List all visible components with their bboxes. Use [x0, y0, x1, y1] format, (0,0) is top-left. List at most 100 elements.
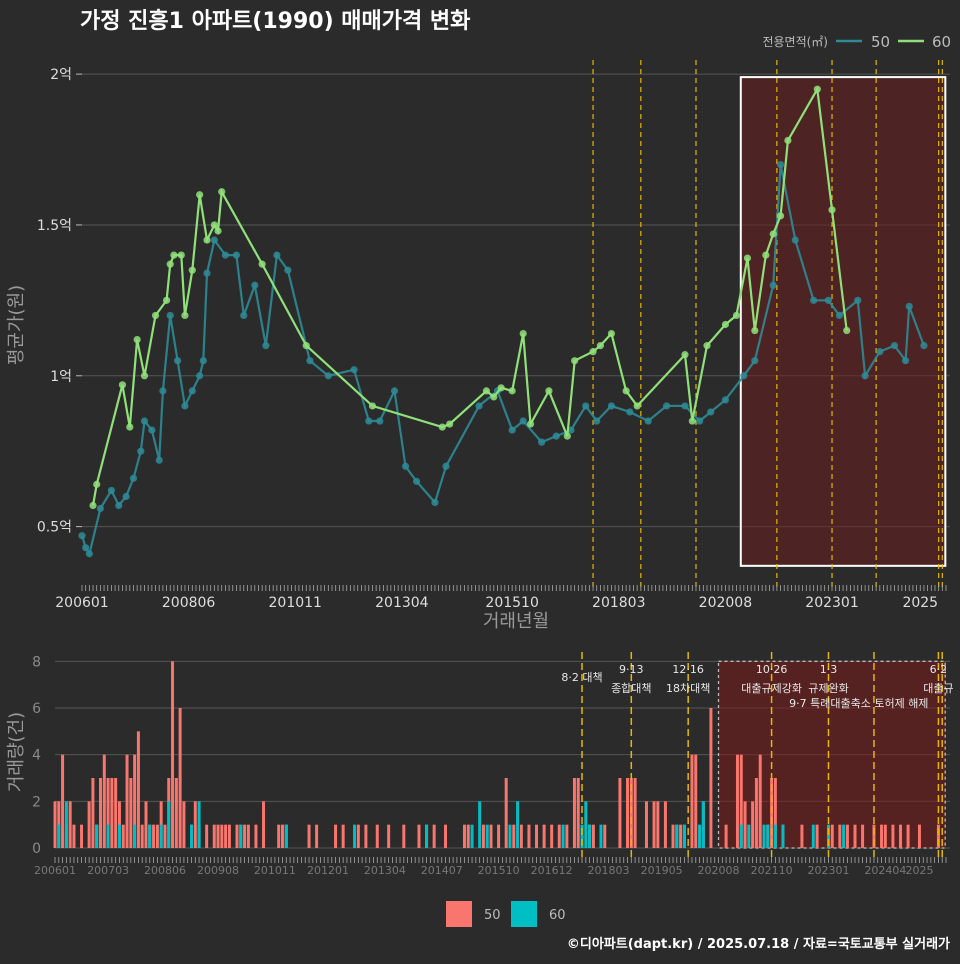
bar-50: [193, 801, 197, 848]
bar-60: [842, 824, 846, 848]
bar-50: [133, 754, 137, 848]
policy-annotation-label: 8·2 대책: [561, 671, 602, 684]
top-x-tick-label: 2025: [902, 595, 938, 611]
bar-60: [57, 824, 61, 848]
data-point-60: [162, 296, 171, 304]
bar-50: [758, 754, 762, 848]
data-point-50: [810, 296, 818, 304]
bar-50: [152, 824, 156, 848]
bar-60: [701, 801, 705, 848]
bar-50: [129, 778, 133, 848]
bar-50: [277, 824, 281, 848]
data-point-60: [490, 393, 498, 401]
data-point-50: [861, 372, 869, 380]
data-point-50: [221, 251, 229, 259]
bar-60: [353, 824, 357, 848]
data-point-50: [721, 396, 730, 404]
data-point-60: [743, 254, 752, 262]
bar-60: [747, 824, 751, 848]
data-point-60: [721, 320, 730, 329]
bar-50: [205, 824, 209, 848]
bar-50: [227, 824, 231, 848]
bottom-x-tick-label: 200806: [144, 864, 186, 877]
bar-50: [773, 778, 777, 848]
data-point-50: [240, 311, 248, 320]
bottom-y-tick-label: 8: [32, 654, 41, 670]
policy-annotation-date: 1·3: [820, 663, 838, 676]
data-point-60: [622, 387, 630, 395]
data-point-50: [166, 311, 174, 320]
bar-60: [148, 824, 152, 848]
data-point-60: [545, 387, 553, 395]
data-point-50: [740, 372, 748, 380]
data-point-60: [438, 423, 446, 431]
bar-50: [125, 754, 129, 848]
data-point-60: [526, 420, 535, 428]
bar-60: [189, 824, 193, 848]
top-series-50: [78, 161, 928, 558]
bar-60: [64, 801, 68, 848]
data-point-60: [703, 342, 711, 350]
legend-label-60: 60: [932, 33, 951, 51]
bar-50: [694, 754, 698, 848]
data-point-60: [118, 381, 127, 389]
bottom-legend-swatch-50: [446, 901, 472, 927]
data-point-60: [769, 230, 777, 238]
data-point-60: [181, 311, 189, 320]
data-point-50: [412, 477, 421, 485]
data-point-50: [769, 281, 777, 289]
data-point-60: [828, 206, 836, 214]
bar-60: [508, 824, 512, 848]
bar-50: [375, 824, 379, 848]
bar-50: [140, 824, 144, 848]
bottom-annotations: 8·2 대책 9·13 종합대책 12·16 18차대책 10·26 대출규제강화 1·3 규제…: [561, 663, 953, 710]
data-point-50: [78, 532, 86, 540]
bottom-y-tick-label: 2: [32, 794, 41, 810]
data-point-60: [258, 260, 266, 268]
top-axis: 200601 200806 201011 201304 201510 201803 2020…: [55, 585, 947, 611]
data-point-60: [681, 351, 689, 359]
bar-50: [815, 824, 819, 848]
data-point-50: [901, 357, 910, 365]
data-point-60: [762, 251, 770, 259]
bar-50: [106, 778, 110, 848]
policy-annotation-date: 9·13: [619, 663, 644, 676]
bar-50: [387, 824, 391, 848]
bar-60: [773, 824, 777, 848]
bar-50: [280, 824, 284, 848]
legend-label-50: 50: [871, 33, 890, 51]
data-point-60: [140, 372, 149, 380]
bar-50: [224, 824, 228, 848]
bar-60: [811, 824, 815, 848]
footer-source: ©디아파트(dapt.kr) / 2025.07.18 / 자료=국토교통부 실…: [567, 936, 950, 952]
bar-50: [751, 801, 755, 848]
bar-50: [364, 824, 368, 848]
bar-60: [106, 824, 110, 848]
data-point-60: [188, 266, 196, 274]
bar-50: [114, 778, 118, 848]
data-point-60: [133, 335, 141, 344]
data-point-50: [85, 550, 93, 558]
data-point-60: [214, 227, 222, 235]
data-point-60: [784, 136, 792, 145]
bar-50: [535, 824, 539, 848]
data-point-50: [137, 447, 145, 455]
bar-50: [466, 824, 470, 848]
bottom-x-tick-label: 201304: [364, 864, 406, 877]
data-point-60: [151, 311, 160, 320]
bar-50: [576, 778, 580, 848]
top-x-tick-label: 202008: [699, 595, 752, 611]
data-point-50: [401, 462, 410, 470]
bar-50: [163, 824, 167, 848]
bar-50: [917, 824, 921, 848]
top-y-tick-label: 2억: [50, 67, 72, 83]
data-point-60: [210, 221, 218, 229]
bar-50: [117, 801, 121, 848]
bar-50: [853, 824, 857, 848]
data-point-50: [776, 161, 785, 169]
bar-50: [565, 824, 569, 848]
policy-annotation-date: 10·26: [756, 663, 788, 676]
policy-annotation-label: 규제완화: [808, 682, 848, 695]
bar-50: [432, 824, 436, 848]
bar-50: [572, 778, 576, 848]
